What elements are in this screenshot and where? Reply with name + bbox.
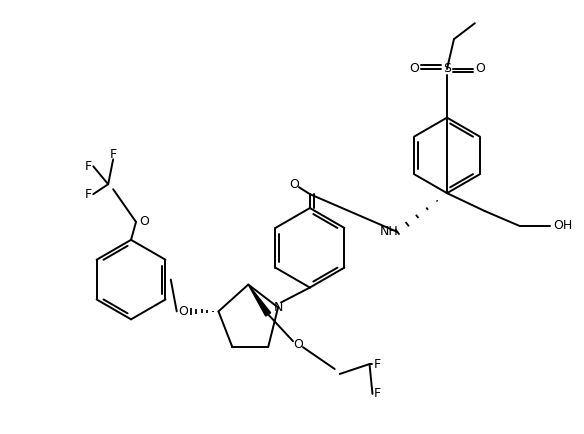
Text: F: F	[85, 187, 92, 201]
Polygon shape	[248, 285, 270, 316]
Text: O: O	[289, 178, 299, 191]
Text: O: O	[139, 215, 149, 228]
Text: O: O	[178, 305, 187, 318]
Text: F: F	[110, 148, 117, 161]
Text: F: F	[85, 160, 92, 173]
Text: O: O	[409, 62, 419, 76]
Text: NH: NH	[380, 225, 399, 238]
Text: S: S	[443, 62, 451, 76]
Text: F: F	[374, 358, 381, 371]
Text: O: O	[293, 338, 303, 351]
Text: N: N	[273, 301, 283, 314]
Text: OH: OH	[554, 220, 573, 233]
Text: O: O	[475, 62, 485, 76]
Text: F: F	[374, 388, 381, 400]
